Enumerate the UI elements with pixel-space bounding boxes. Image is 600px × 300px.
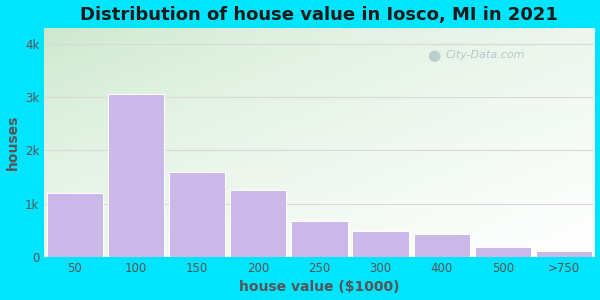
Bar [291, 221, 347, 257]
Text: ●: ● [427, 48, 440, 63]
Bar [230, 190, 286, 257]
X-axis label: house value ($1000): house value ($1000) [239, 280, 400, 294]
Bar [536, 251, 592, 257]
Bar [475, 247, 531, 257]
Y-axis label: houses: houses [5, 115, 20, 170]
Bar [169, 172, 225, 257]
Title: Distribution of house value in Iosco, MI in 2021: Distribution of house value in Iosco, MI… [80, 6, 559, 24]
Bar [352, 231, 409, 257]
Bar [47, 193, 103, 257]
Bar [413, 234, 470, 257]
Text: City-Data.com: City-Data.com [446, 50, 526, 60]
Bar [108, 94, 164, 257]
